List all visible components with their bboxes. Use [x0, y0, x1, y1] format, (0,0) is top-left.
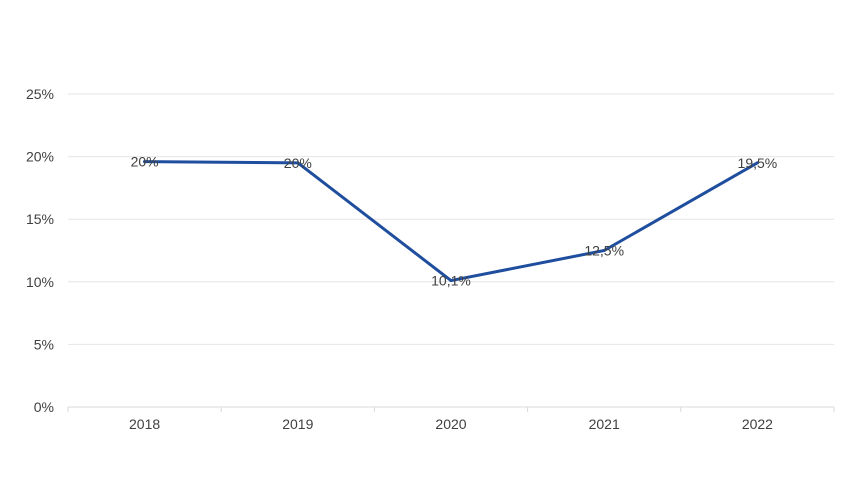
- y-tick-label: 10%: [26, 274, 54, 290]
- data-point-2020: [449, 279, 453, 283]
- data-point-2021: [602, 249, 606, 252]
- y-axis-tick-labels: 0% 5% 10% 15% 20% 25%: [26, 86, 54, 415]
- x-axis: [67, 406, 835, 412]
- data-labels: 20% 20% 10,1% 12,5% 19,5%: [131, 154, 778, 289]
- series-line-group: [143, 160, 759, 283]
- y-tick-label: 25%: [26, 86, 54, 102]
- data-point-2018: [143, 160, 147, 164]
- x-tick-label-2022: 2022: [742, 416, 773, 432]
- x-tick-label-2018: 2018: [129, 416, 160, 432]
- x-tick-label-2020: 2020: [435, 416, 466, 432]
- data-point-2019: [296, 161, 300, 165]
- x-tick-label-2019: 2019: [282, 416, 313, 432]
- y-tick-label: 15%: [26, 211, 54, 227]
- data-label-2018: 20%: [131, 154, 159, 170]
- data-label-2019: 20%: [284, 155, 312, 171]
- y-tick-label: 0%: [34, 399, 54, 415]
- y-tick-label: 20%: [26, 149, 54, 165]
- series-line-0: [143, 160, 759, 283]
- data-label-2021: 12,5%: [584, 243, 624, 259]
- gridlines: [68, 93, 834, 345]
- x-tick-label-2021: 2021: [589, 416, 620, 432]
- x-axis-tick-labels: 2018 2019 2020 2021 2022: [129, 416, 773, 432]
- data-label-2022: 19,5%: [738, 155, 778, 171]
- data-label-2020: 10,1%: [431, 273, 471, 289]
- data-point-2022: [755, 161, 759, 165]
- y-tick-label: 5%: [34, 336, 54, 352]
